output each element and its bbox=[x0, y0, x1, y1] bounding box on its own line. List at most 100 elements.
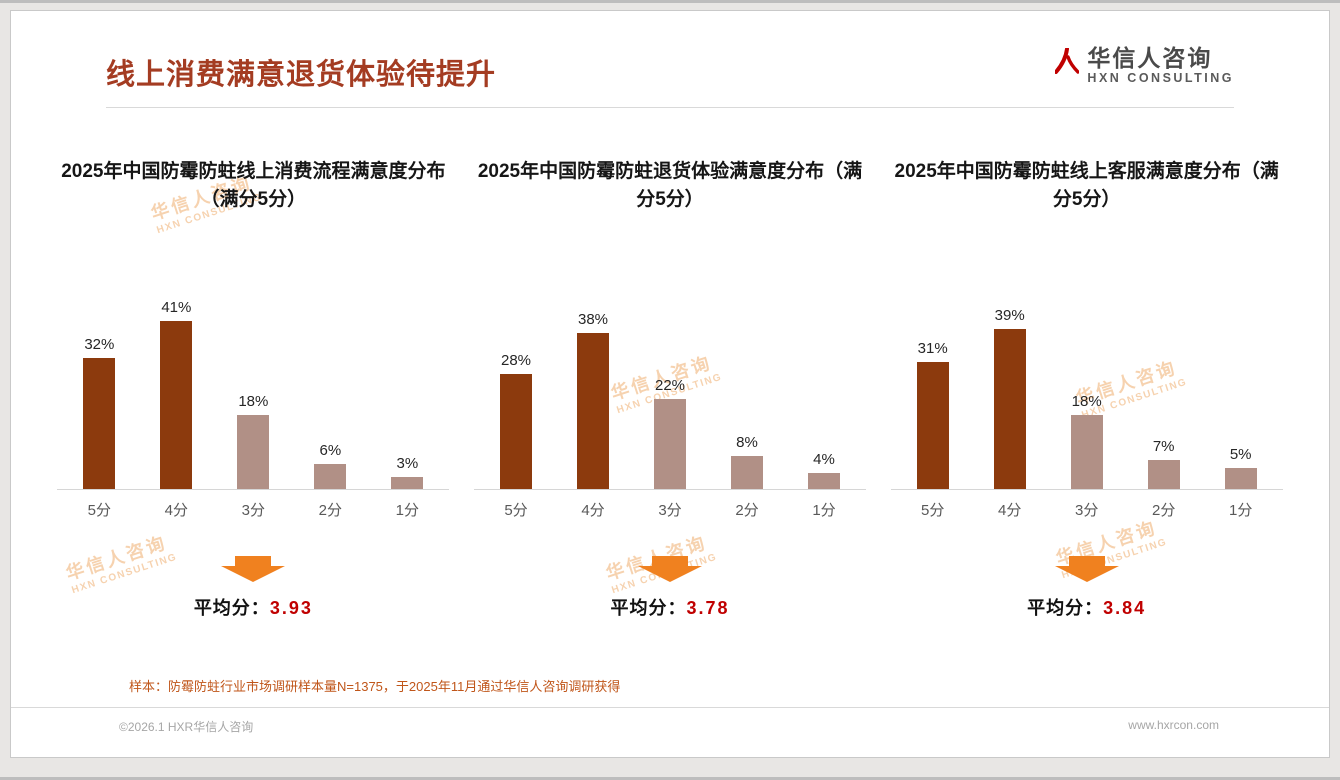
down-arrow-icon bbox=[221, 556, 286, 582]
page-title: 线上消费满意退货体验待提升 bbox=[106, 59, 497, 91]
chart-title: 2025年中国防霉防蛀线上消费流程满意度分布（满分5分） bbox=[61, 161, 446, 210]
bar-value-label: 41% bbox=[161, 299, 192, 316]
bar bbox=[83, 358, 116, 489]
x-axis-tick-label: 1分 bbox=[1229, 502, 1253, 519]
bar bbox=[391, 477, 424, 489]
bar-value-label: 5% bbox=[1229, 446, 1252, 463]
logo-name: 华信人咨询 bbox=[1087, 45, 1213, 71]
average-value: 3.84 bbox=[1103, 598, 1147, 618]
charts-row: 2025年中国防霉防蛀线上消费流程满意度分布（满分5分） 32% 41% 18% 6%… bbox=[11, 108, 1329, 620]
bar-5分: 31% bbox=[901, 340, 964, 489]
bar-4分: 41% bbox=[145, 299, 208, 489]
chart-title: 2025年中国防霉防蛀退货体验满意度分布（满分5分） bbox=[477, 161, 863, 210]
average-label: 平均分： bbox=[1027, 598, 1104, 618]
copyright-text: ©2026.1 HXR华信人咨询 bbox=[119, 720, 254, 734]
x-axis-tick-label: 4分 bbox=[998, 502, 1022, 519]
bar-value-label: 3% bbox=[396, 455, 419, 472]
bar bbox=[577, 333, 609, 489]
chart-title: 2025年中国防霉防蛀线上客服满意度分布（满分5分） bbox=[894, 161, 1279, 210]
chart-column-return-experience: 2025年中国防霉防蛀退货体验满意度分布（满分5分） 28% 38% 22% 8% 4%… bbox=[466, 158, 875, 620]
bar bbox=[160, 321, 193, 489]
bar bbox=[731, 456, 763, 489]
bar bbox=[808, 473, 840, 489]
bar-value-label: 38% bbox=[577, 311, 609, 328]
x-axis-labels: 5分 4分 3分 2分 1分 bbox=[890, 489, 1283, 520]
bar-3分: 18% bbox=[1055, 393, 1118, 489]
x-axis-tick-label: 1分 bbox=[395, 502, 419, 519]
bar-chart: 31% 39% 18% 7% 5% 5分 4分 3分 2分 1分 bbox=[890, 274, 1283, 520]
bar-3分: 18% bbox=[222, 393, 285, 489]
bar bbox=[916, 362, 949, 489]
average-value: 3.93 bbox=[269, 598, 313, 618]
bar bbox=[500, 374, 532, 489]
average-label: 平均分： bbox=[610, 598, 687, 618]
bar bbox=[314, 464, 347, 489]
x-axis-tick-label: 2分 bbox=[735, 502, 759, 519]
logo-flame-icon bbox=[1054, 47, 1081, 79]
bar-2分: 6% bbox=[299, 442, 362, 489]
average-score: 平均分：3.78 bbox=[610, 594, 729, 620]
average-value: 3.78 bbox=[686, 598, 730, 618]
x-axis-tick-label: 4分 bbox=[164, 502, 188, 519]
bar-4分: 39% bbox=[978, 307, 1041, 489]
down-arrow-icon bbox=[1054, 556, 1119, 582]
bar-value-label: 22% bbox=[654, 377, 686, 394]
bar-1分: 3% bbox=[376, 455, 439, 489]
bar-chart: 32% 41% 18% 6% 3% 5分 4分 3分 2分 1分 bbox=[57, 274, 450, 520]
bar-1分: 5% bbox=[1209, 446, 1272, 489]
slide-card: 华信人咨询 HXN CONSULTING 华信人咨询 HXN CONSULTIN… bbox=[10, 10, 1330, 758]
average-score: 平均分：3.93 bbox=[194, 594, 313, 620]
bar-4分: 38% bbox=[562, 311, 625, 489]
bar-value-label: 31% bbox=[917, 340, 948, 357]
bar-value-label: 28% bbox=[500, 352, 532, 369]
logo-text: 华信人咨询 HXN CONSULTING bbox=[1087, 45, 1234, 86]
company-logo: 华信人咨询 HXN CONSULTING bbox=[1054, 45, 1234, 86]
bar-3分: 22% bbox=[639, 377, 702, 489]
x-axis-tick-label: 5分 bbox=[504, 502, 528, 519]
x-axis-tick-label: 2分 bbox=[1152, 502, 1176, 519]
bar-value-label: 39% bbox=[994, 307, 1025, 324]
footer-divider bbox=[11, 707, 1329, 708]
average-score: 平均分：3.84 bbox=[1027, 594, 1146, 620]
x-axis-tick-label: 3分 bbox=[1075, 502, 1099, 519]
down-arrow-icon bbox=[638, 556, 702, 582]
bar-5分: 32% bbox=[68, 336, 131, 489]
bar-value-label: 6% bbox=[319, 442, 342, 459]
bar bbox=[237, 415, 270, 489]
bar-value-label: 18% bbox=[1071, 393, 1102, 410]
x-axis-tick-label: 2分 bbox=[318, 502, 342, 519]
website-text: www.hxrcon.com bbox=[1128, 718, 1219, 732]
bar-2分: 8% bbox=[716, 434, 779, 489]
chart-column-online-service: 2025年中国防霉防蛀线上客服满意度分布（满分5分） 31% 39% 18% 7% 5%… bbox=[882, 158, 1291, 620]
bars-area: 32% 41% 18% 6% 3% bbox=[57, 274, 449, 489]
x-axis-tick-label: 5分 bbox=[87, 502, 111, 519]
bar-1分: 4% bbox=[793, 451, 856, 489]
bar-value-label: 8% bbox=[736, 434, 758, 451]
bar-value-label: 32% bbox=[84, 336, 115, 353]
bar-chart: 28% 38% 22% 8% 4% 5分 4分 3分 2分 1分 bbox=[474, 274, 866, 520]
bar bbox=[1147, 460, 1180, 489]
header: 线上消费满意退货体验待提升 华信人咨询 HXN CONSULTING bbox=[11, 11, 1329, 93]
window-top-edge bbox=[0, 0, 1340, 3]
average-label: 平均分： bbox=[193, 598, 270, 618]
footer-bar: ©2026.1 HXR华信人咨询 www.hxrcon.com bbox=[11, 708, 1329, 735]
bar-value-label: 7% bbox=[1152, 438, 1175, 455]
bar-value-label: 4% bbox=[813, 451, 835, 468]
sample-footnote: 样本：防霉防蛀行业市场调研样本量N=1375，于2025年11月通过华信人咨询调… bbox=[129, 679, 621, 694]
bars-area: 31% 39% 18% 7% 5% bbox=[891, 274, 1283, 489]
x-axis-tick-label: 3分 bbox=[658, 502, 682, 519]
bar bbox=[1070, 415, 1103, 489]
bar bbox=[993, 329, 1026, 489]
logo-subtitle: HXN CONSULTING bbox=[1087, 71, 1234, 86]
bar-2分: 7% bbox=[1132, 438, 1195, 489]
bar bbox=[654, 399, 686, 489]
x-axis-tick-label: 3分 bbox=[241, 502, 265, 519]
bars-area: 28% 38% 22% 8% 4% bbox=[474, 274, 866, 489]
bar bbox=[1224, 468, 1257, 489]
x-axis-tick-label: 4分 bbox=[581, 502, 605, 519]
x-axis-labels: 5分 4分 3分 2分 1分 bbox=[57, 489, 450, 520]
chart-column-consumption-process: 2025年中国防霉防蛀线上消费流程满意度分布（满分5分） 32% 41% 18% 6%… bbox=[49, 158, 458, 620]
x-axis-tick-label: 1分 bbox=[812, 502, 836, 519]
bar-value-label: 18% bbox=[238, 393, 269, 410]
bar-5分: 28% bbox=[485, 352, 548, 489]
